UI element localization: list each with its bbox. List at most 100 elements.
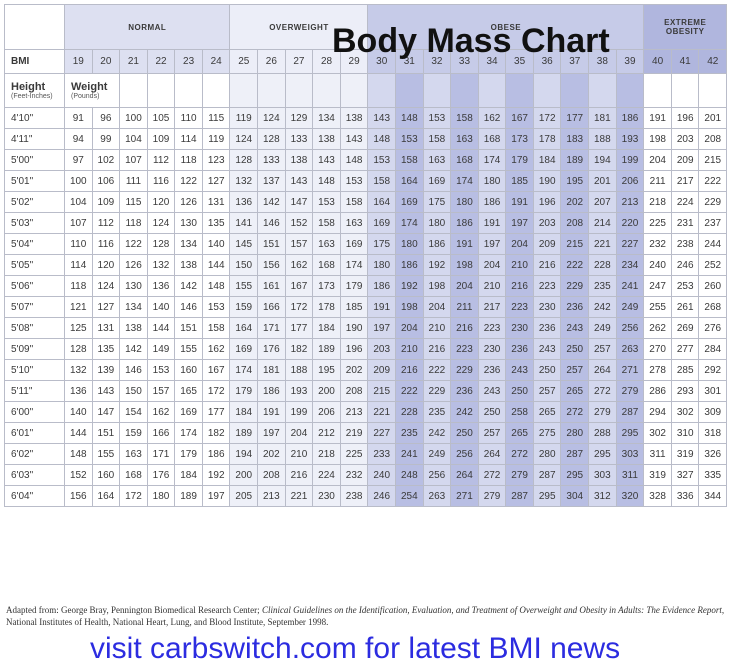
blank-cell bbox=[422, 73, 452, 108]
height-cell: 6'02" bbox=[4, 443, 65, 465]
weight-cell: 164 bbox=[367, 191, 397, 213]
weight-cell: 295 bbox=[615, 422, 645, 444]
weight-cell: 246 bbox=[367, 485, 397, 507]
weight-cell: 158 bbox=[339, 191, 369, 213]
weight-cell: 197 bbox=[477, 233, 507, 255]
weight-cell: 173 bbox=[505, 128, 534, 150]
weight-cell: 112 bbox=[91, 212, 121, 234]
weight-cell: 169 bbox=[367, 212, 397, 234]
weight-cell: 250 bbox=[450, 422, 479, 444]
weight-cell: 140 bbox=[146, 296, 176, 318]
weight-cell: 189 bbox=[560, 149, 590, 171]
weight-cell: 280 bbox=[560, 422, 590, 444]
weight-cell: 152 bbox=[64, 464, 93, 486]
weight-cell: 142 bbox=[119, 338, 148, 360]
weight-cell: 197 bbox=[367, 317, 397, 339]
weight-cell: 138 bbox=[284, 149, 314, 171]
weight-cell: 171 bbox=[257, 317, 286, 339]
weight-cell: 216 bbox=[505, 275, 534, 297]
weight-cell: 116 bbox=[146, 170, 176, 192]
table-row: 5'08" 125 131 138 144 151 158 164 171 177 184 190 19… bbox=[4, 317, 728, 339]
weight-cell: 214 bbox=[588, 212, 617, 234]
weight-cell: 215 bbox=[367, 380, 397, 402]
weight-cell: 202 bbox=[339, 359, 369, 381]
weight-cell: 177 bbox=[560, 107, 590, 129]
weight-cell: 132 bbox=[146, 254, 176, 276]
weight-cell: 184 bbox=[229, 401, 259, 423]
height-cell: 5'03" bbox=[4, 212, 65, 234]
blank-cell bbox=[174, 73, 203, 108]
weight-cell: 213 bbox=[339, 401, 369, 423]
weight-cell: 139 bbox=[91, 359, 121, 381]
weight-cell: 265 bbox=[505, 422, 534, 444]
weight-cell: 164 bbox=[91, 485, 121, 507]
weight-cell: 176 bbox=[257, 338, 286, 360]
weight-cell: 277 bbox=[670, 338, 700, 360]
weight-cell: 185 bbox=[505, 170, 534, 192]
table-row: 4'11" 94 99 104 109 114 119 124 128 133 138 143 148 1… bbox=[4, 128, 728, 150]
corner-cell bbox=[4, 4, 65, 50]
weight-header-title: Weight bbox=[71, 81, 108, 93]
weight-cell: 135 bbox=[201, 212, 231, 234]
bmi-value: 21 bbox=[119, 49, 148, 74]
weight-cell: 174 bbox=[339, 254, 369, 276]
weight-cell: 160 bbox=[91, 464, 121, 486]
blank-cell bbox=[367, 73, 397, 108]
weight-cell: 167 bbox=[201, 359, 231, 381]
bmi-value: 32 bbox=[422, 49, 452, 74]
weight-cell: 265 bbox=[532, 401, 562, 423]
weight-cell: 215 bbox=[698, 149, 728, 171]
weight-cell: 154 bbox=[119, 401, 148, 423]
weight-cell: 161 bbox=[257, 275, 286, 297]
weight-cell: 216 bbox=[450, 317, 479, 339]
height-cell: 5'00" bbox=[4, 149, 65, 171]
weight-cell: 186 bbox=[257, 380, 286, 402]
weight-cell: 128 bbox=[257, 128, 286, 150]
weight-cell: 130 bbox=[174, 212, 203, 234]
weight-cell: 169 bbox=[174, 401, 203, 423]
height-cell: 5'02" bbox=[4, 191, 65, 213]
weight-cell: 147 bbox=[284, 191, 314, 213]
height-cell: 6'01" bbox=[4, 422, 65, 444]
weight-cell: 128 bbox=[229, 149, 259, 171]
weight-cell: 162 bbox=[146, 401, 176, 423]
weight-cell: 184 bbox=[174, 464, 203, 486]
weight-cell: 143 bbox=[339, 128, 369, 150]
footer-banner[interactable]: visit carbswitch.com for latest BMI news bbox=[90, 632, 621, 665]
weight-cell: 256 bbox=[450, 443, 479, 465]
weight-cell: 262 bbox=[643, 317, 672, 339]
weight-cell: 169 bbox=[395, 191, 424, 213]
weight-cell: 163 bbox=[422, 149, 452, 171]
weight-cell: 284 bbox=[698, 338, 728, 360]
weight-cell: 199 bbox=[284, 401, 314, 423]
blank-cell bbox=[395, 73, 424, 108]
weight-cell: 238 bbox=[670, 233, 700, 255]
weight-cell: 124 bbox=[146, 212, 176, 234]
weight-cell: 221 bbox=[367, 401, 397, 423]
weight-cell: 196 bbox=[670, 107, 700, 129]
weight-cell: 173 bbox=[312, 275, 341, 297]
weight-cell: 188 bbox=[588, 128, 617, 150]
weight-cell: 121 bbox=[64, 296, 93, 318]
weight-cell: 136 bbox=[229, 191, 259, 213]
weight-cell: 132 bbox=[229, 170, 259, 192]
weight-cell: 228 bbox=[588, 254, 617, 276]
weight-cell: 97 bbox=[64, 149, 93, 171]
weight-cell: 94 bbox=[64, 128, 93, 150]
weight-cell: 191 bbox=[367, 296, 397, 318]
weight-cell: 222 bbox=[560, 254, 590, 276]
weight-cell: 133 bbox=[284, 128, 314, 150]
weight-cell: 156 bbox=[64, 485, 93, 507]
bmi-value: 22 bbox=[146, 49, 176, 74]
bmi-value: 19 bbox=[64, 49, 93, 74]
blank-cell bbox=[229, 73, 259, 108]
weight-cell: 249 bbox=[615, 296, 645, 318]
weight-cell: 115 bbox=[119, 191, 148, 213]
weight-cell: 188 bbox=[284, 359, 314, 381]
weight-cell: 140 bbox=[201, 233, 231, 255]
weight-cell: 143 bbox=[91, 380, 121, 402]
weight-cell: 134 bbox=[312, 107, 341, 129]
weight-cell: 140 bbox=[64, 401, 93, 423]
weight-cell: 99 bbox=[91, 128, 121, 150]
weight-cell: 222 bbox=[698, 170, 728, 192]
